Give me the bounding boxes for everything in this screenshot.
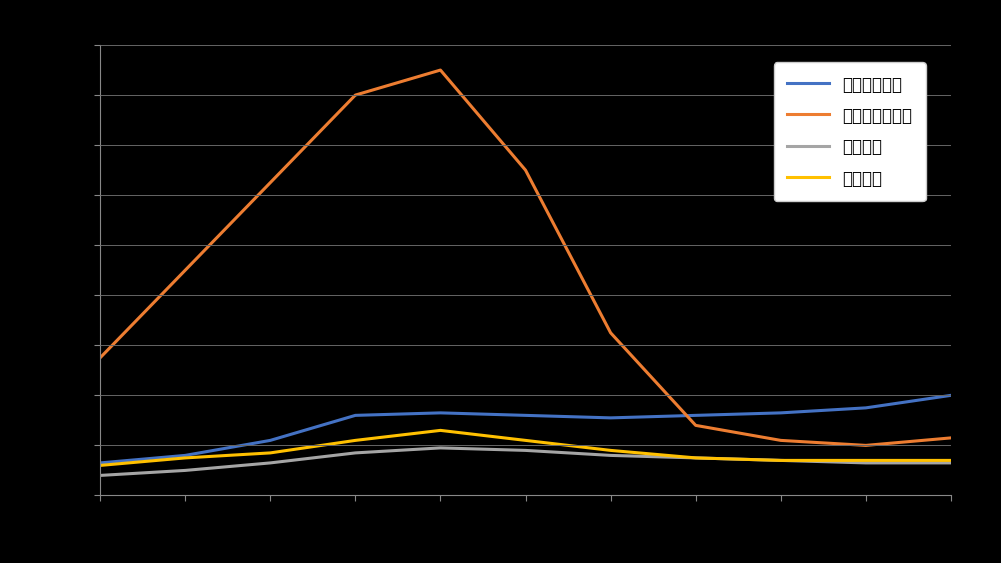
ソフトウェア	[179, 452, 191, 459]
研究開発	[434, 445, 446, 452]
ソフトウェア	[264, 437, 276, 444]
研究開発	[264, 459, 276, 466]
ソフトウェア	[605, 414, 617, 421]
ソフトウェア	[945, 392, 957, 399]
事務用機器操作	[520, 167, 532, 173]
ソフトウェア	[94, 459, 106, 466]
機械設計	[179, 454, 191, 461]
Line: 研究開発: 研究開発	[100, 448, 951, 475]
ソフトウェア	[349, 412, 361, 419]
事務用機器操作	[860, 442, 872, 449]
機械設計	[775, 457, 787, 464]
研究開発	[520, 447, 532, 454]
研究開発	[349, 449, 361, 456]
Legend: ソフトウェア, 事務用機器操作, 研究開発, 機械設計: ソフトウェア, 事務用機器操作, 研究開発, 機械設計	[774, 62, 926, 201]
事務用機器操作	[775, 437, 787, 444]
研究開発	[94, 472, 106, 479]
ソフトウェア	[860, 404, 872, 411]
研究開発	[605, 452, 617, 459]
研究開発	[179, 467, 191, 474]
事務用機器操作	[945, 435, 957, 441]
機械設計	[94, 462, 106, 469]
機械設計	[605, 447, 617, 454]
ソフトウェア	[434, 409, 446, 416]
研究開発	[945, 459, 957, 466]
事務用機器操作	[94, 355, 106, 361]
機械設計	[945, 457, 957, 464]
ソフトウェア	[690, 412, 702, 419]
Line: 機械設計: 機械設計	[100, 430, 951, 466]
事務用機器操作	[179, 267, 191, 274]
Line: ソフトウェア: ソフトウェア	[100, 395, 951, 463]
機械設計	[264, 449, 276, 456]
研究開発	[690, 454, 702, 461]
事務用機器操作	[690, 422, 702, 429]
Line: 事務用機器操作: 事務用機器操作	[100, 70, 951, 445]
事務用機器操作	[605, 329, 617, 336]
事務用機器操作	[434, 66, 446, 73]
機械設計	[860, 457, 872, 464]
事務用機器操作	[349, 92, 361, 99]
機械設計	[520, 437, 532, 444]
事務用機器操作	[264, 179, 276, 186]
機械設計	[349, 437, 361, 444]
研究開発	[775, 457, 787, 464]
ソフトウェア	[520, 412, 532, 419]
ソフトウェア	[775, 409, 787, 416]
機械設計	[434, 427, 446, 434]
機械設計	[690, 454, 702, 461]
研究開発	[860, 459, 872, 466]
